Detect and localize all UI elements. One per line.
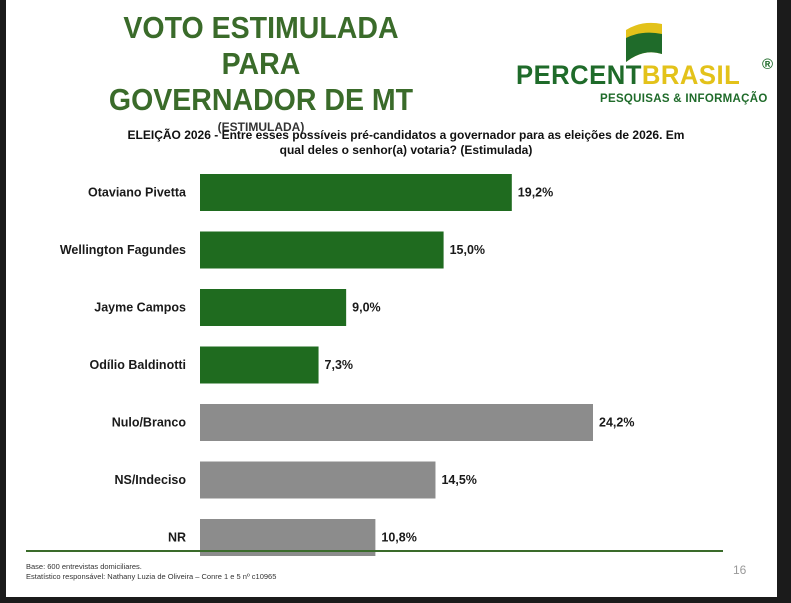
question-line-1: ELEIÇÃO 2026 - Entre esses possíveis pré… bbox=[127, 128, 685, 142]
category-label: Otaviano Pivetta bbox=[88, 186, 187, 200]
value-label: 14,5% bbox=[441, 473, 476, 487]
value-label: 7,3% bbox=[325, 358, 354, 372]
title-line-1: VOTO ESTIMULADA PARA bbox=[123, 10, 399, 81]
survey-question: ELEIÇÃO 2026 - Entre esses possíveis pré… bbox=[106, 128, 706, 158]
category-label: Odílio Baldinotti bbox=[89, 358, 186, 372]
bar-5 bbox=[200, 461, 436, 499]
category-label: Jayme Campos bbox=[94, 301, 186, 315]
flag-icon bbox=[626, 22, 662, 62]
percentbrasil-logo: PERCENTBRASIL ® PESQUISAS & INFORMAÇÃO bbox=[514, 18, 774, 108]
value-label: 24,2% bbox=[599, 416, 634, 430]
value-label: 9,0% bbox=[352, 301, 381, 315]
category-label: NS/Indeciso bbox=[114, 473, 186, 487]
logo-tagline: PESQUISAS & INFORMAÇÃO bbox=[600, 93, 768, 105]
bar-6 bbox=[200, 519, 376, 556]
footer-divider bbox=[26, 550, 723, 552]
title-line-2: GOVERNADOR DE MT bbox=[108, 82, 414, 117]
logo-part-brasil: BRASIL bbox=[641, 60, 741, 90]
page-number: 16 bbox=[733, 563, 747, 577]
footnote-base: Base: 600 entrevistas domiciliares. bbox=[26, 562, 142, 571]
value-label: 19,2% bbox=[518, 186, 553, 200]
bar-0 bbox=[200, 174, 512, 211]
category-label: Nulo/Branco bbox=[112, 416, 187, 430]
category-label: NR bbox=[168, 531, 186, 545]
logo-part-percent: PERCENT bbox=[516, 60, 642, 90]
bar-chart: Otaviano Pivetta 19,2% Wellington Fagundes… bbox=[60, 174, 634, 556]
bar-1 bbox=[200, 231, 444, 269]
value-label: 15,0% bbox=[450, 243, 485, 257]
bar-4 bbox=[200, 404, 593, 441]
title-block: VOTO ESTIMULADA PARA GOVERNADOR DE MT (E… bbox=[66, 10, 456, 134]
logo-wordmark: PERCENTBRASIL bbox=[516, 60, 740, 91]
category-label: Wellington Fagundes bbox=[60, 243, 186, 257]
bar-2 bbox=[200, 289, 347, 326]
footnote: Base: 600 entrevistas domiciliares. Esta… bbox=[26, 562, 276, 582]
subtitle: (ESTIMULADA) bbox=[217, 120, 305, 134]
value-label: 10,8% bbox=[381, 531, 416, 545]
registered-mark: ® bbox=[762, 56, 774, 73]
slide: VOTO ESTIMULADA PARA GOVERNADOR DE MT (E… bbox=[6, 0, 777, 597]
question-line-2: qual deles o senhor(a) votaria? (Estimul… bbox=[279, 143, 533, 157]
bar-3 bbox=[200, 346, 319, 384]
footnote-statistician: Estatístico responsável: Nathany Luzia d… bbox=[26, 572, 277, 581]
